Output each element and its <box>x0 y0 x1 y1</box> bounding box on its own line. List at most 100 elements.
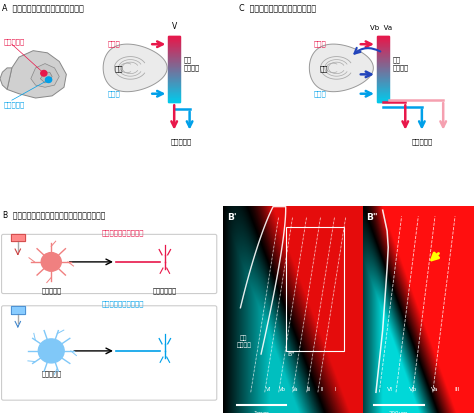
Bar <box>168 61 180 62</box>
Bar <box>377 63 389 64</box>
Text: 海馬腹側部: 海馬腹側部 <box>41 370 61 376</box>
Text: Vb: Vb <box>409 386 417 391</box>
Bar <box>377 57 389 58</box>
Bar <box>168 45 180 46</box>
Bar <box>377 77 389 78</box>
Bar <box>377 56 389 57</box>
Text: 内側
嗅内皮質: 内側 嗅内皮質 <box>392 56 408 71</box>
Bar <box>377 99 389 100</box>
Bar <box>377 36 389 37</box>
Text: Va: Va <box>292 386 299 391</box>
Bar <box>377 67 389 68</box>
Bar <box>377 97 389 98</box>
Bar <box>168 90 180 91</box>
Bar <box>168 97 180 98</box>
Bar <box>168 100 180 101</box>
Bar <box>168 41 180 43</box>
Bar <box>168 56 180 57</box>
Bar <box>168 46 180 47</box>
Text: Vb  Va: Vb Va <box>370 24 392 31</box>
Bar <box>168 88 180 89</box>
Bar <box>377 60 389 61</box>
Text: 内側嗅内皮質: 内側嗅内皮質 <box>153 287 177 294</box>
Bar <box>168 64 180 65</box>
Bar <box>377 76 389 77</box>
Circle shape <box>46 78 52 83</box>
Bar <box>377 55 389 56</box>
Polygon shape <box>31 64 59 88</box>
Text: 海馬腹側部: 海馬腹側部 <box>4 101 25 107</box>
Bar <box>168 68 180 69</box>
Polygon shape <box>0 69 12 90</box>
Bar <box>377 72 389 73</box>
Text: 大脳新皮質: 大脳新皮質 <box>171 138 192 145</box>
Text: 背側部: 背側部 <box>108 41 120 47</box>
Bar <box>377 51 389 52</box>
Text: 1mm: 1mm <box>253 410 269 413</box>
Text: 海馬背側部: 海馬背側部 <box>41 287 61 294</box>
Bar <box>168 37 180 38</box>
Bar <box>377 59 389 60</box>
Bar <box>377 43 389 44</box>
Bar <box>168 52 180 53</box>
Bar <box>168 79 180 80</box>
Bar <box>168 102 180 103</box>
Bar <box>168 85 180 86</box>
Text: VI: VI <box>387 386 393 391</box>
Bar <box>168 70 180 71</box>
Bar <box>377 74 389 75</box>
Bar <box>168 53 180 54</box>
Bar <box>377 102 389 103</box>
Polygon shape <box>40 73 52 84</box>
Bar <box>377 87 389 88</box>
Bar <box>168 92 180 93</box>
Bar <box>168 48 180 49</box>
Text: Va: Va <box>431 386 439 391</box>
Text: 海馬背側部: 海馬背側部 <box>4 38 25 45</box>
Bar <box>377 82 389 83</box>
Circle shape <box>41 253 61 272</box>
Bar <box>377 75 389 76</box>
Text: 内側
嗅内皮質: 内側 嗅内皮質 <box>236 334 251 347</box>
Bar <box>377 90 389 91</box>
Bar <box>168 51 180 52</box>
Bar <box>168 84 180 85</box>
Text: VI: VI <box>266 386 272 391</box>
Bar <box>168 44 180 45</box>
Polygon shape <box>7 52 66 99</box>
Text: A  これまで報告されていた神経回路: A これまで報告されていた神経回路 <box>2 3 84 12</box>
Bar <box>377 66 389 67</box>
Bar <box>168 39 180 40</box>
Bar <box>377 53 389 54</box>
Bar <box>377 101 389 102</box>
Bar <box>377 41 389 43</box>
Bar <box>168 96 180 97</box>
Bar <box>377 78 389 79</box>
Bar <box>168 74 180 75</box>
FancyBboxPatch shape <box>1 306 217 400</box>
Bar <box>377 40 389 41</box>
Text: B  神経標識法を用いた海馬－嗅内皮質路の解析: B 神経標識法を用いた海馬－嗅内皮質路の解析 <box>3 210 106 218</box>
Bar <box>168 38 180 39</box>
Bar <box>168 43 180 44</box>
Bar <box>377 81 389 82</box>
Polygon shape <box>103 45 167 93</box>
Bar <box>286 227 345 351</box>
Bar <box>168 86 180 87</box>
Text: 背側部: 背側部 <box>314 41 327 47</box>
Bar <box>377 79 389 80</box>
Bar <box>377 89 389 90</box>
FancyBboxPatch shape <box>1 235 217 294</box>
Bar <box>168 87 180 88</box>
Bar <box>377 50 389 51</box>
Bar <box>168 59 180 60</box>
Circle shape <box>41 71 47 77</box>
Bar <box>168 80 180 81</box>
Bar <box>377 93 389 94</box>
Bar <box>168 69 180 70</box>
Bar <box>168 82 180 83</box>
Bar <box>168 47 180 48</box>
Bar <box>168 50 180 51</box>
Bar <box>377 96 389 97</box>
Bar <box>377 39 389 40</box>
